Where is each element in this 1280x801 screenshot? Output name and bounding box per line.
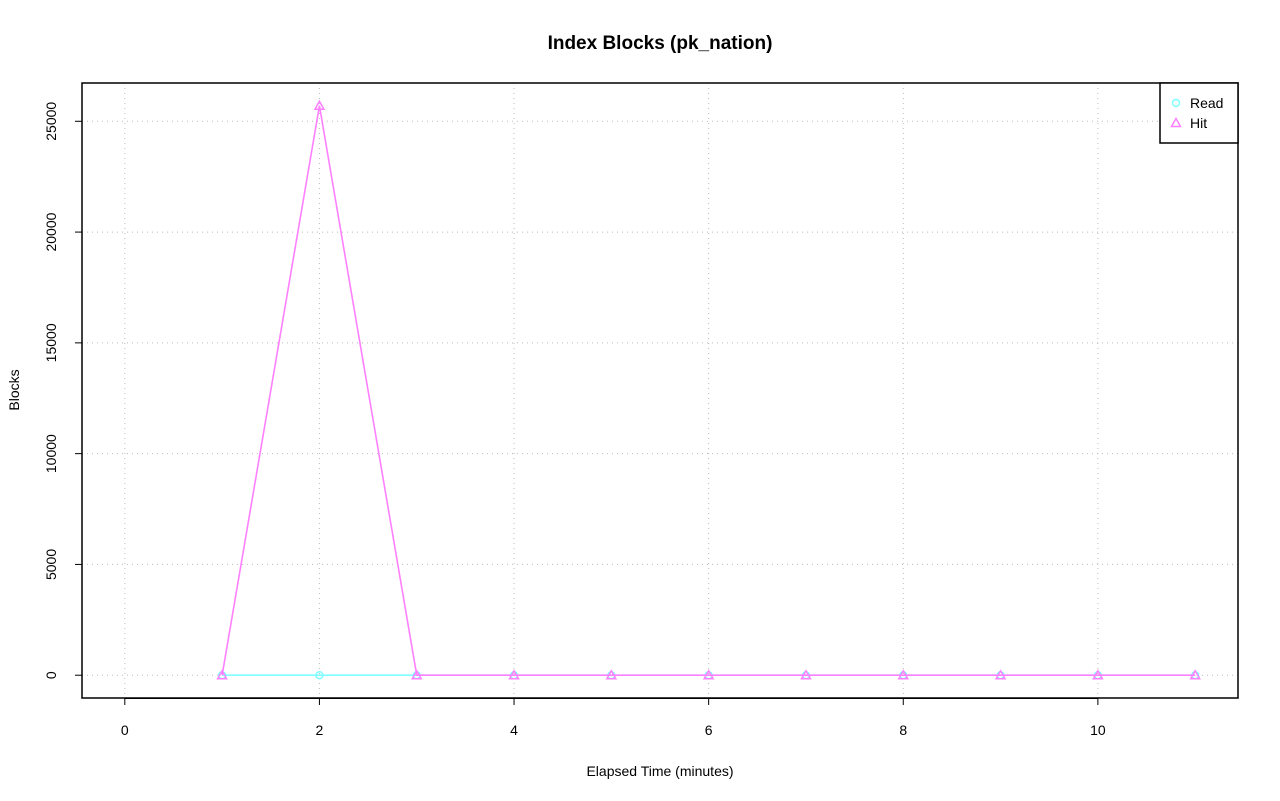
x-tick-label: 4	[510, 722, 518, 738]
y-tick-label: 0	[43, 671, 59, 679]
series-line	[221, 105, 1196, 677]
y-tick-label: 20000	[43, 212, 59, 251]
point	[897, 669, 910, 680]
point	[1189, 669, 1201, 680]
x-tick-label: 6	[705, 722, 713, 738]
chart-title: Index Blocks (pk_nation)	[548, 33, 773, 54]
x-tick-label: 10	[1090, 722, 1106, 738]
point	[315, 670, 324, 680]
point	[800, 669, 812, 680]
point	[313, 99, 326, 111]
point	[605, 669, 618, 680]
y-tick-label: 10000	[43, 434, 59, 473]
legend-marker	[1170, 116, 1182, 128]
point	[508, 669, 520, 680]
x-tick-label: 2	[316, 722, 324, 738]
point	[702, 669, 715, 680]
y-axis-label: Blocks	[6, 369, 22, 410]
legend-label: Read	[1190, 95, 1223, 111]
point	[1092, 669, 1104, 680]
point	[216, 669, 228, 680]
x-tick-label: 0	[121, 722, 129, 738]
legend-label: Hit	[1190, 115, 1207, 131]
y-tick-label: 5000	[43, 549, 59, 580]
point	[994, 669, 1007, 680]
legend-marker	[1171, 98, 1181, 108]
y-tick-label: 15000	[43, 323, 59, 362]
x-axis-label: Elapsed Time (minutes)	[586, 763, 733, 779]
point	[410, 669, 423, 680]
plot-frame	[81, 82, 1239, 699]
y-tick-label: 25000	[43, 102, 59, 141]
x-tick-label: 8	[899, 722, 907, 738]
legend-box	[1159, 82, 1239, 144]
